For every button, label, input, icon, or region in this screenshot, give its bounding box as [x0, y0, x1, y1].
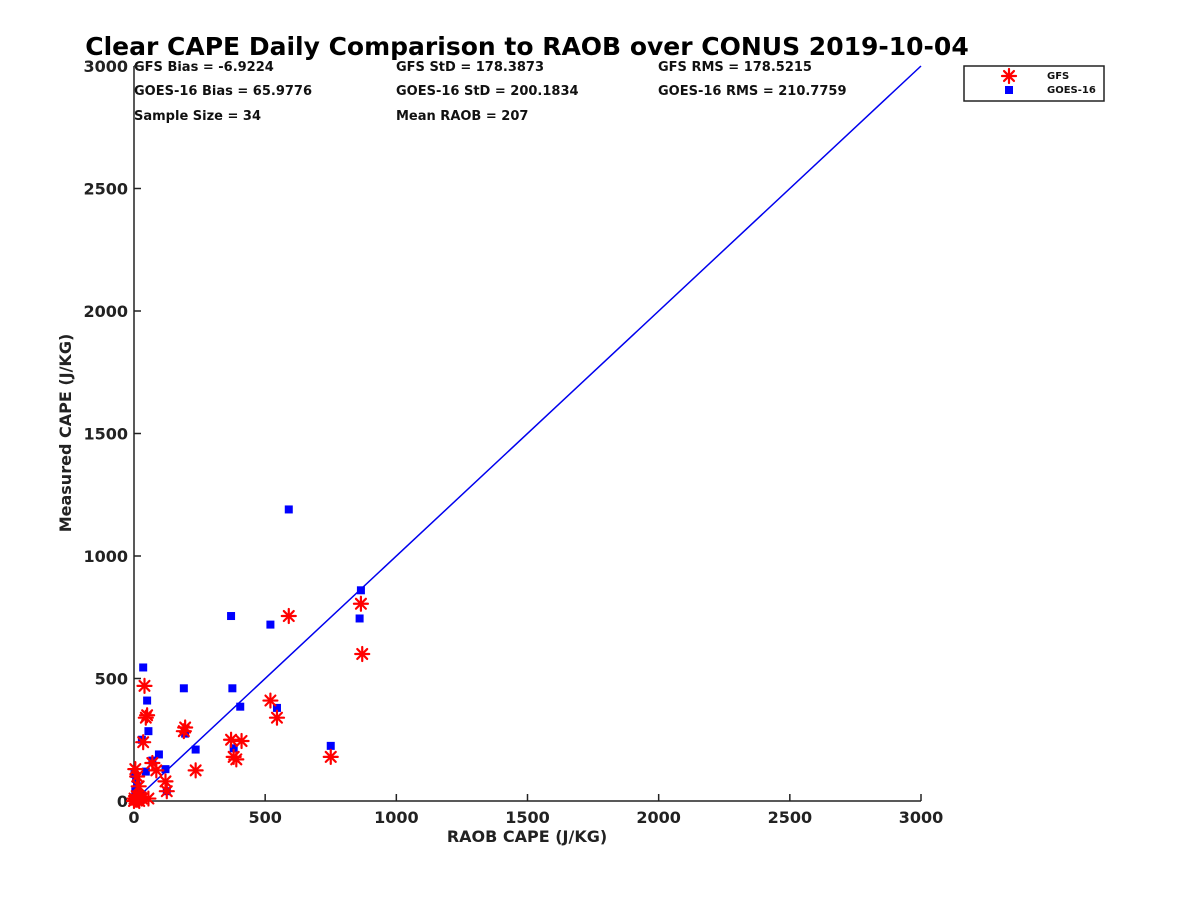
goes16-point: [236, 702, 245, 711]
gfs-point: [177, 719, 194, 736]
goes16-point: [355, 614, 364, 623]
gfs-point: [222, 731, 240, 748]
y-tick-label: 2500: [83, 180, 128, 199]
stat-gfs-rms: GFS RMS = 178.5215: [658, 60, 812, 75]
gfs-point: [268, 709, 286, 726]
goes16-point: [154, 750, 163, 759]
x-tick-label: 1500: [505, 808, 550, 827]
goes16-point: [284, 505, 293, 514]
x-tick-label: 1000: [374, 808, 419, 827]
x-tick-label: 3000: [899, 808, 944, 827]
goes16-point: [139, 663, 148, 672]
x-tick-label: 2000: [636, 808, 681, 827]
goes16-point: [356, 586, 365, 595]
gfs-point: [158, 783, 175, 800]
stat-goes-rms: GOES-16 RMS = 210.7759: [658, 84, 847, 99]
x-tick-label: 2500: [768, 808, 813, 827]
gfs-point: [148, 762, 165, 779]
gfs-point: [352, 595, 370, 612]
gfs-point: [136, 677, 153, 694]
goes16-point: [326, 741, 335, 750]
gfs-point: [322, 748, 339, 766]
goes16-point: [272, 703, 281, 712]
gfs-point: [262, 692, 279, 709]
legend-gfs-label: GFS: [1047, 71, 1069, 82]
gfs-point: [354, 645, 371, 663]
gfs-point: [233, 732, 250, 750]
gfs-point: [157, 773, 174, 790]
stats-block: GFS Bias = -6.9224 GFS StD = 178.3873 GF…: [134, 60, 847, 124]
legend: GFS GOES-16: [963, 65, 1105, 102]
y-axis-label: Measured CAPE (J/KG): [56, 334, 75, 533]
gfs-point: [280, 607, 297, 625]
legend-box: [963, 65, 1105, 102]
goes16-point: [191, 745, 200, 754]
x-tick-label: 500: [248, 808, 281, 827]
x-axis-ticks: 0 500 1000 1500 2000 2500 3000: [128, 794, 943, 827]
gfs-point: [228, 751, 245, 768]
legend-gfs-asterisk: [1000, 67, 1018, 85]
goes16-point: [144, 727, 153, 736]
goes16-point: [143, 696, 152, 705]
stat-goes-bias: GOES-16 Bias = 65.9776: [134, 84, 312, 99]
stat-goes-std: GOES-16 StD = 200.1834: [396, 84, 579, 99]
goes16-point: [179, 684, 188, 693]
y-tick-label: 500: [95, 670, 128, 689]
legend-goes16-label: GOES-16: [1047, 85, 1096, 96]
goes16-point: [228, 684, 237, 693]
goes16-point: [141, 767, 150, 776]
gfs-point: [130, 778, 147, 795]
legend-goes16-square-icon: [1005, 86, 1013, 94]
y-tick-label: 3000: [83, 57, 128, 76]
chart-title: Clear CAPE Daily Comparison to RAOB over…: [85, 32, 968, 61]
gfs-series: [125, 595, 371, 810]
goes16-point: [266, 620, 275, 629]
x-axis-label: RAOB CAPE (J/KG): [447, 827, 607, 846]
stat-gfs-bias: GFS Bias = -6.9224: [134, 60, 274, 75]
stat-mean-raob: Mean RAOB = 207: [396, 109, 528, 124]
gfs-point: [139, 707, 156, 724]
gfs-point: [129, 768, 146, 785]
y-tick-label: 2000: [83, 302, 128, 321]
gfs-point: [187, 762, 204, 779]
y-tick-label: 1000: [83, 547, 128, 566]
goes16-point: [227, 612, 236, 621]
stat-gfs-std: GFS StD = 178.3873: [396, 60, 544, 75]
y-tick-label: 1500: [83, 425, 128, 444]
one-to-one-line: [133, 65, 922, 802]
gfs-point: [135, 734, 152, 751]
x-tick-label: 0: [128, 808, 139, 827]
stat-sample-size: Sample Size = 34: [134, 109, 261, 124]
legend-gfs-asterisk-icon: [1000, 67, 1018, 85]
gfs-point: [140, 790, 157, 807]
goes16-point: [161, 765, 170, 774]
y-tick-label: 0: [117, 792, 128, 811]
goes16-point: [229, 744, 238, 753]
y-axis-ticks: 0 500 1000 1500 2000 2500 3000: [83, 57, 141, 811]
